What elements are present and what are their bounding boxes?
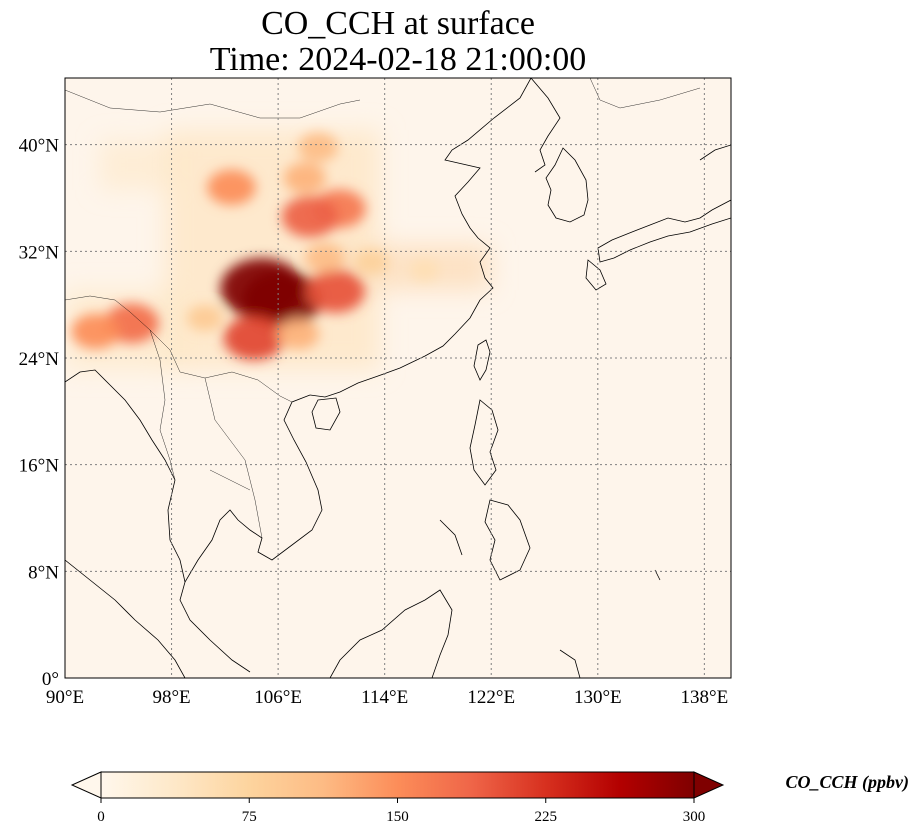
border-northeast xyxy=(589,78,701,109)
colorbar-tick-label: 300 xyxy=(683,809,706,825)
china-east-coastline xyxy=(309,78,532,398)
gridlines xyxy=(65,78,731,678)
lat-tick-label: 40°N xyxy=(19,136,60,157)
coastline-layer xyxy=(65,78,731,678)
palawan xyxy=(439,519,463,556)
longitude-ticks: 90°E 98°E 106°E 114°E 122°E 130°E 138°E xyxy=(46,687,728,708)
plume-blob-11 xyxy=(354,249,389,275)
colorbar-label: CO_CCH (ppbv) xyxy=(786,772,910,793)
plume-blob-13 xyxy=(304,243,345,273)
colorbar-tick-label: 150 xyxy=(386,809,409,825)
lon-tick-label: 98°E xyxy=(152,687,190,708)
lon-tick-label: 106°E xyxy=(254,687,302,708)
colorbar: 0 75 150 225 300 CO_CCH (ppbv) xyxy=(70,771,910,825)
colorbar-gradient xyxy=(101,772,694,798)
map-content xyxy=(65,78,731,678)
plume-blob-14 xyxy=(276,318,320,350)
plume-blob-1 xyxy=(242,270,322,329)
lon-tick-label: 130°E xyxy=(574,687,622,708)
indochina-coastline xyxy=(179,394,323,673)
colorbar-ticks: 0 75 150 225 300 xyxy=(97,798,705,825)
liaodong-coastline xyxy=(530,78,561,173)
lon-tick-label: 114°E xyxy=(361,687,408,708)
colorbar-tick-label: 75 xyxy=(242,809,257,825)
map-frame xyxy=(64,77,732,679)
korea-peninsula xyxy=(545,147,589,223)
colorbar-extend-max xyxy=(693,771,725,799)
border-china-south xyxy=(65,295,293,403)
border-myanmar-thailand xyxy=(149,329,176,481)
pollution-plume-layer xyxy=(71,132,440,361)
map-title: CO_CCH at surface xyxy=(261,5,535,42)
border-china-mongolia xyxy=(65,89,361,119)
plume-blob-5 xyxy=(281,196,339,238)
sulawesi-fragment xyxy=(559,649,581,678)
border-laos-vietnam xyxy=(204,377,263,539)
hainan xyxy=(311,397,341,431)
plume-blob-12 xyxy=(410,259,440,281)
lat-tick-label: 0° xyxy=(42,669,59,690)
lat-tick-label: 32°N xyxy=(19,242,60,263)
plume-blob-10 xyxy=(297,132,339,162)
map-subtitle-time: Time: 2024-02-18 21:00:00 xyxy=(209,41,587,78)
border-cambodia xyxy=(209,469,251,491)
plume-blob-6 xyxy=(207,169,256,205)
lat-tick-label: 16°N xyxy=(19,456,60,477)
lon-tick-label: 122°E xyxy=(467,687,515,708)
plume-blob-2 xyxy=(223,315,285,361)
plume-blob-15 xyxy=(186,304,223,332)
taiwan xyxy=(473,339,491,381)
lon-tick-label: 90°E xyxy=(46,687,84,708)
plume-blob-9 xyxy=(71,313,120,349)
colorbar-tick-label: 225 xyxy=(535,809,558,825)
haze-northwest xyxy=(100,140,180,190)
plume-blob-3 xyxy=(305,269,365,313)
lat-tick-label: 8°N xyxy=(28,562,59,583)
visayas-mindanao xyxy=(484,499,531,581)
country-borders xyxy=(65,78,701,539)
latitude-ticks: 0° 8°N 16°N 24°N 32°N 40°N xyxy=(19,136,60,690)
colorbar-extend-min xyxy=(70,771,102,799)
andaman-coast xyxy=(167,479,186,583)
bay-of-bengal-coast xyxy=(65,369,176,481)
lat-tick-label: 24°N xyxy=(19,349,60,370)
plume-blob-7 xyxy=(283,162,326,194)
sumatra xyxy=(65,559,186,678)
colorbar-tick-label: 0 xyxy=(97,809,105,825)
japan-north xyxy=(699,144,731,161)
borneo xyxy=(329,589,453,678)
lon-tick-label: 138°E xyxy=(681,687,729,708)
luzon xyxy=(469,399,499,486)
